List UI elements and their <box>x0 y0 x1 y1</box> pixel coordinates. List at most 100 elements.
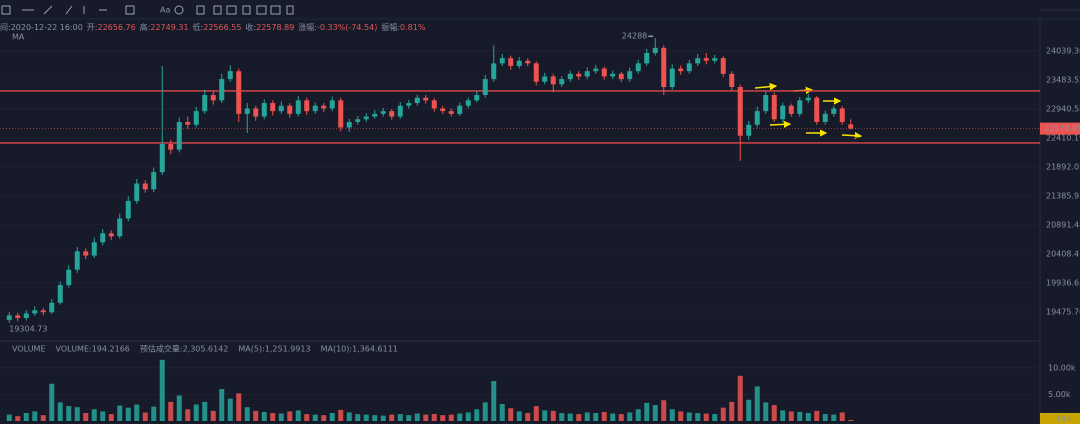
tool-edit[interactable] <box>270 5 281 15</box>
tool-img[interactable] <box>256 5 267 15</box>
tool-text[interactable]: Aa <box>160 6 170 15</box>
volume-bar <box>491 381 497 421</box>
y-tick-label: 19475.70 <box>1046 307 1080 316</box>
candle-body <box>482 79 488 96</box>
tool-magnet[interactable] <box>174 5 184 15</box>
candle-body <box>805 97 811 101</box>
volume-bar <box>236 393 242 421</box>
candle-body <box>193 111 199 125</box>
tool-rect[interactable] <box>125 5 135 15</box>
volume-bar <box>151 406 157 421</box>
info-value: 0.81% <box>400 23 426 32</box>
volume-bar <box>848 419 854 421</box>
candle-body <box>23 313 29 318</box>
info-label: 振幅: <box>381 22 400 32</box>
volume-bar <box>287 411 293 421</box>
volume-bar <box>32 411 38 421</box>
candle-body <box>346 122 352 128</box>
candle-body <box>644 52 650 64</box>
volume-bar <box>253 410 259 421</box>
candle-body <box>516 60 522 66</box>
volume-bar <box>261 411 267 421</box>
y-tick-label: 22940.58 <box>1046 104 1080 113</box>
min-label: 19304.73 <box>9 324 47 333</box>
volume-bar <box>737 375 743 421</box>
candle-body <box>669 68 675 88</box>
candle-body <box>423 97 429 101</box>
tool-ray[interactable] <box>65 5 73 15</box>
candle-body <box>372 113 378 117</box>
volume-bar <box>516 411 522 421</box>
volume-bar <box>686 412 692 421</box>
volume-bar <box>508 408 514 421</box>
candle-body <box>542 76 548 82</box>
volume-bar <box>168 401 174 421</box>
volume-bar <box>593 413 599 421</box>
volume-bar <box>542 410 548 421</box>
candle-body <box>771 95 777 120</box>
y-tick-label: 20891.48 <box>1046 220 1080 229</box>
candle-body <box>831 108 837 114</box>
volume-bar <box>372 415 378 421</box>
candle-body <box>737 87 743 136</box>
volume-bar <box>355 414 361 421</box>
candle-body <box>278 105 284 112</box>
tool-layer[interactable] <box>226 5 237 15</box>
candle-body <box>66 269 72 286</box>
candle-body <box>525 60 531 64</box>
candle-body <box>202 95 208 112</box>
tool-lock[interactable] <box>196 5 205 15</box>
info-label: 涨幅: <box>298 22 317 32</box>
volume-bar <box>652 405 658 421</box>
tool-trend[interactable] <box>43 5 53 15</box>
tool-delete[interactable] <box>286 5 294 15</box>
candle-body <box>491 63 497 80</box>
volume-bar <box>550 410 556 421</box>
candle-body <box>91 242 97 256</box>
candle-body <box>108 233 114 237</box>
y-tick-label: 24039.30 <box>1046 46 1080 55</box>
volume-header: 预估成交量:2,305.6142 <box>140 344 229 354</box>
volume-bar <box>465 412 471 421</box>
candle-body <box>6 315 12 320</box>
volume-bar <box>627 412 633 421</box>
candle-body <box>729 73 735 88</box>
tool-hide[interactable] <box>213 5 222 15</box>
volume-bar <box>822 414 828 421</box>
tool-lock2[interactable] <box>242 5 251 15</box>
candle-body <box>788 105 794 114</box>
volume-bar <box>525 413 531 421</box>
volume-bar <box>754 386 760 421</box>
toolbar <box>1 5 1080 15</box>
volume-bar <box>448 414 454 421</box>
volume-bar <box>312 414 318 421</box>
volume-bar <box>661 400 667 421</box>
candle-body <box>763 95 769 112</box>
volume-bar <box>805 413 811 421</box>
candle-body <box>236 71 242 114</box>
volume-header: MA(10):1,364.6111 <box>321 345 398 354</box>
volume-bar <box>270 413 276 421</box>
candle-body <box>601 68 607 77</box>
volume-bar <box>635 409 641 421</box>
candle-body <box>210 95 216 101</box>
candle-body <box>618 73 624 80</box>
arrow <box>769 120 792 129</box>
candle-body <box>304 100 310 112</box>
info-time: 间:2020-12-22 16:00 <box>0 23 83 32</box>
volume-bar <box>23 413 29 421</box>
tool-cursor[interactable] <box>1 5 11 15</box>
candle-body <box>627 71 633 80</box>
volume-bar <box>380 415 386 421</box>
candle-body <box>363 116 369 120</box>
y-tick-label: 21892.07 <box>1046 162 1080 171</box>
volume-bar <box>763 402 769 421</box>
y-tick-label: 21385.93 <box>1046 191 1080 200</box>
volume-bar <box>363 414 369 421</box>
volume-header: VOLUME <box>12 345 46 354</box>
last-price-label: 22578.89 <box>1044 124 1080 133</box>
volume-bar <box>669 409 675 421</box>
volume-bar <box>618 414 624 421</box>
